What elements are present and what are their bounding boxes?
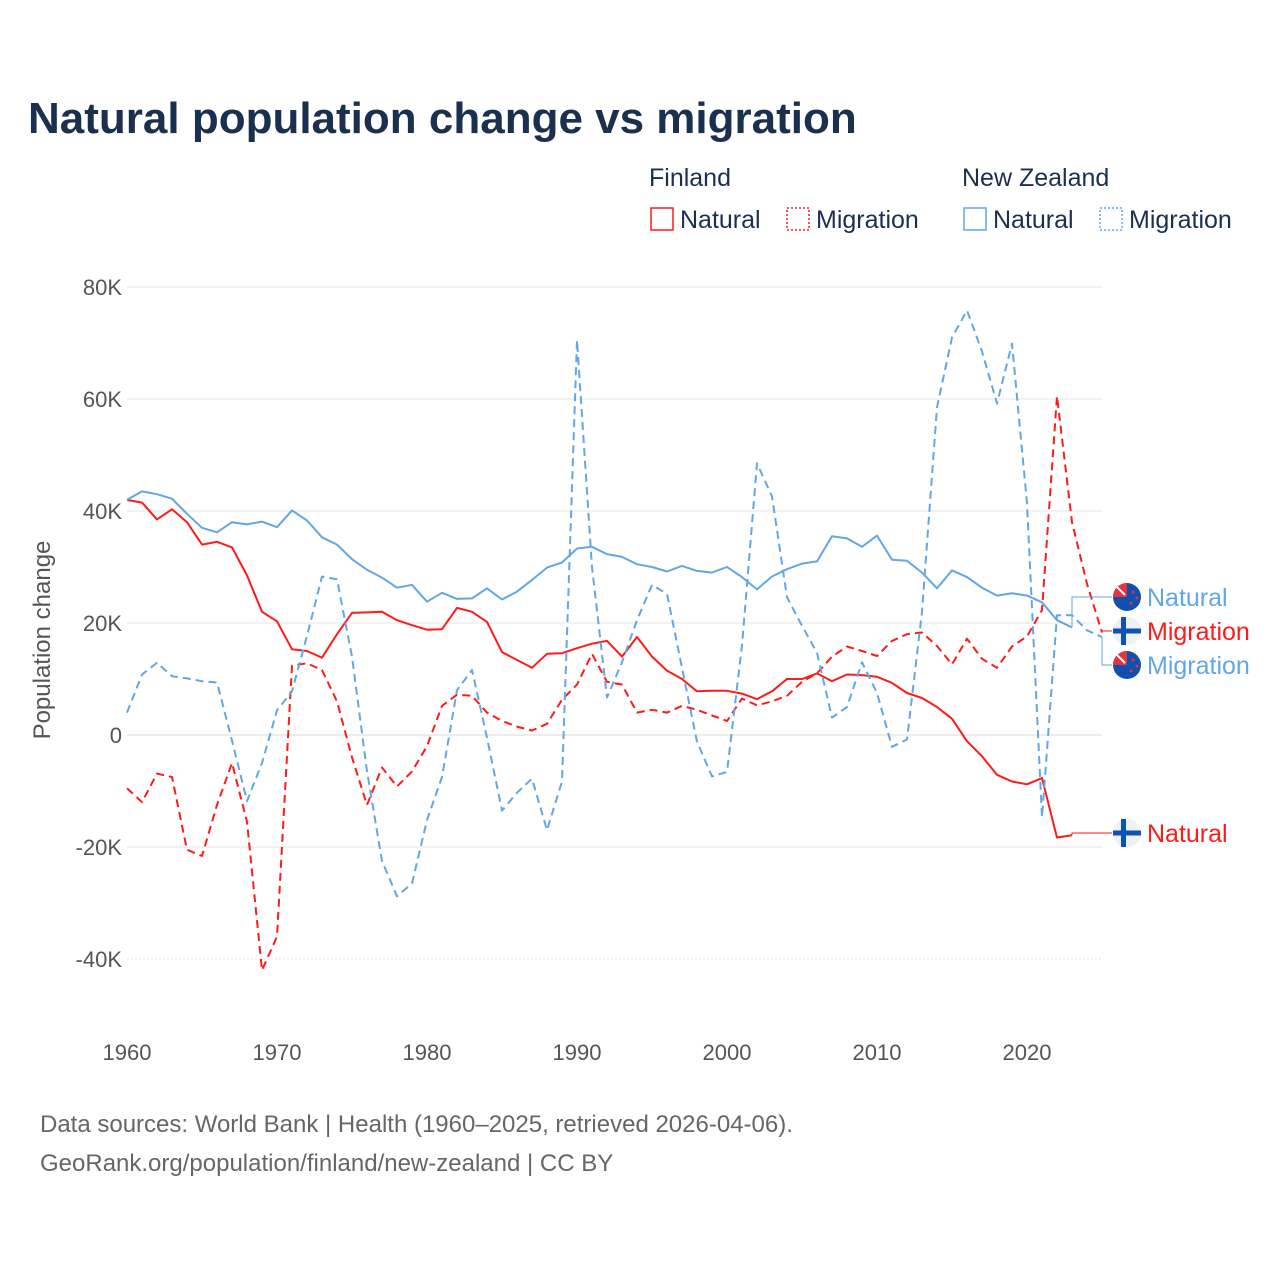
legend-swatch-nz-migration bbox=[1099, 207, 1123, 231]
series-line-finland-natural[interactable] bbox=[126, 498, 1073, 839]
x-tick-label: 1960 bbox=[103, 1040, 152, 1065]
end-label: Migration bbox=[1147, 652, 1250, 680]
series-line-new-zealand-natural[interactable] bbox=[126, 490, 1073, 629]
x-tick-label: 1990 bbox=[553, 1040, 602, 1065]
legend-item-nz-natural[interactable]: Natural bbox=[993, 206, 1074, 234]
y-axis-label: Population change bbox=[29, 541, 56, 740]
series-line-new-zealand-migration[interactable] bbox=[126, 309, 1103, 898]
y-tick-label: 60K bbox=[83, 387, 122, 412]
legend: Finland Natural Migration New Zealand Na… bbox=[649, 164, 1232, 234]
x-tick-label: 1970 bbox=[253, 1040, 302, 1065]
legend-item-finland-migration[interactable]: Migration bbox=[816, 206, 919, 234]
new-zealand-flag-icon bbox=[1113, 651, 1141, 679]
x-tick-label: 2020 bbox=[1003, 1040, 1052, 1065]
footer-link[interactable]: GeoRank.org/population/finland/new-zeala… bbox=[40, 1150, 613, 1177]
chart-title: Natural population change vs migration bbox=[28, 94, 857, 143]
label-connector bbox=[1071, 596, 1112, 628]
legend-swatch-finland-migration bbox=[786, 207, 810, 231]
y-tick-label: -40K bbox=[76, 947, 123, 972]
label-connector bbox=[1101, 637, 1112, 666]
y-tick-label: 0 bbox=[110, 723, 122, 748]
x-tick-label: 2010 bbox=[853, 1040, 902, 1065]
end-labels: Natural Migration Migration Natural bbox=[1071, 583, 1250, 848]
x-tick-label: 2000 bbox=[703, 1040, 752, 1065]
finland-flag-icon bbox=[1113, 617, 1141, 645]
legend-item-finland-natural[interactable]: Natural bbox=[680, 206, 761, 234]
x-tick-label: 1980 bbox=[403, 1040, 452, 1065]
y-axis: 80K 60K 40K 20K 0 -20K -40K bbox=[76, 275, 123, 972]
legend-group-finland[interactable]: Finland bbox=[649, 164, 731, 192]
end-label: Migration bbox=[1147, 618, 1250, 646]
grid bbox=[127, 286, 1102, 960]
series-lines bbox=[126, 309, 1103, 972]
end-label: Natural bbox=[1147, 820, 1228, 848]
x-axis: 1960 1970 1980 1990 2000 2010 2020 bbox=[103, 1040, 1052, 1065]
label-connector bbox=[1071, 832, 1112, 836]
legend-swatch-finland-natural bbox=[650, 207, 674, 231]
y-tick-label: -20K bbox=[76, 835, 123, 860]
legend-swatch-nz-natural bbox=[963, 207, 987, 231]
y-tick-label: 20K bbox=[83, 611, 122, 636]
legend-item-nz-migration[interactable]: Migration bbox=[1129, 206, 1232, 234]
end-label: Natural bbox=[1147, 584, 1228, 612]
series-line-finland-migration[interactable] bbox=[126, 395, 1103, 972]
footer-sources: Data sources: World Bank | Health (1960–… bbox=[40, 1111, 793, 1138]
y-tick-label: 40K bbox=[83, 499, 122, 524]
legend-group-new-zealand[interactable]: New Zealand bbox=[962, 164, 1109, 192]
new-zealand-flag-icon bbox=[1113, 583, 1141, 611]
y-tick-label: 80K bbox=[83, 275, 122, 300]
label-connector bbox=[1101, 630, 1112, 633]
finland-flag-icon bbox=[1113, 819, 1141, 847]
